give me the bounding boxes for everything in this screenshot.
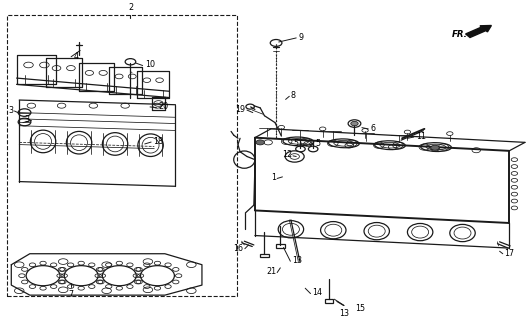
FancyArrow shape	[466, 26, 491, 37]
Text: 1: 1	[271, 173, 276, 182]
Text: 9: 9	[298, 33, 303, 42]
Bar	[7, 15, 237, 296]
Text: 7: 7	[68, 290, 73, 299]
Text: 16: 16	[233, 244, 243, 252]
Circle shape	[351, 121, 358, 126]
Text: 5: 5	[315, 139, 320, 148]
Text: 6: 6	[370, 124, 375, 133]
Text: 13: 13	[292, 256, 302, 265]
Text: 3: 3	[8, 106, 13, 115]
Bar	[260, 254, 269, 258]
Text: 10: 10	[145, 60, 155, 69]
Text: 19: 19	[235, 105, 245, 114]
Text: FR.: FR.	[452, 30, 468, 39]
Text: 13: 13	[339, 308, 349, 318]
Bar	[325, 299, 333, 303]
Text: 8: 8	[291, 91, 296, 100]
Text: 11: 11	[416, 132, 426, 140]
Text: 5: 5	[293, 139, 298, 148]
Circle shape	[431, 145, 439, 150]
Text: 20: 20	[159, 102, 169, 111]
Text: 14: 14	[312, 288, 322, 298]
Text: 3: 3	[25, 115, 30, 124]
Circle shape	[256, 140, 264, 145]
Text: 15: 15	[356, 304, 366, 313]
Text: 17: 17	[504, 249, 514, 258]
Bar	[276, 244, 285, 248]
Text: 18: 18	[153, 137, 163, 146]
Text: 12: 12	[282, 150, 292, 159]
Text: 4: 4	[73, 52, 78, 60]
Text: 2: 2	[128, 3, 133, 12]
Text: 21: 21	[266, 268, 276, 276]
